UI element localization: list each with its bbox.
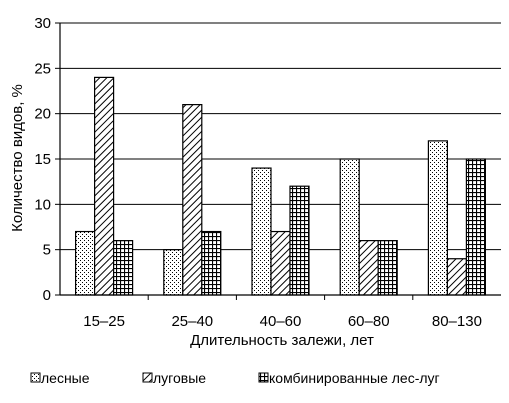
x-tick-label: 25–40 [171,313,213,330]
bar [358,240,379,296]
x-axis-ticks: 15–25 25–40 40–60 60–80 80–130 [83,295,482,330]
legend-swatch [30,372,41,383]
bar [251,167,272,296]
bar [93,76,115,296]
bar [74,230,96,296]
legend-item: комбинированные лес-луг [258,370,440,386]
bar [163,249,184,296]
legend-item: луговые [142,370,206,386]
y-tick-label: 10 [34,196,51,213]
bar [112,240,134,296]
y-tick-label: 0 [43,287,51,304]
bars [74,76,486,296]
y-tick-label: 25 [34,60,51,77]
legend: лесные луговые комбинированные лес-луг [30,370,440,386]
y-tick-label: 15 [34,151,51,168]
legend-label: лесные [41,370,90,386]
bar [289,185,310,296]
y-tick-label: 20 [34,106,51,123]
bar [339,158,360,296]
y-axis-ticks: 0 5 10 15 20 25 30 [34,15,60,304]
y-axis-title: Количество видов, % [9,84,26,232]
axes [59,23,501,296]
legend-label: луговые [153,370,206,386]
bar [465,158,486,296]
x-tick-label: 40–60 [260,313,302,330]
x-tick-label: 80–130 [432,313,482,330]
bar [427,140,448,296]
bar [201,230,222,296]
bar [377,240,398,296]
x-tick-label: 60–80 [348,313,390,330]
legend-swatch [142,372,153,383]
legend-swatch [258,372,269,383]
y-tick-label: 5 [43,242,51,259]
bar [270,230,291,296]
legend-item: лесные [30,370,90,386]
bar [182,103,203,296]
x-tick-label: 15–25 [83,313,125,330]
gridlines [60,22,501,251]
y-tick-label: 30 [34,15,51,32]
x-axis-title: Длительность залежи, лет [190,332,374,349]
legend-label: комбинированные лес-луг [269,370,440,386]
bar [446,258,467,296]
